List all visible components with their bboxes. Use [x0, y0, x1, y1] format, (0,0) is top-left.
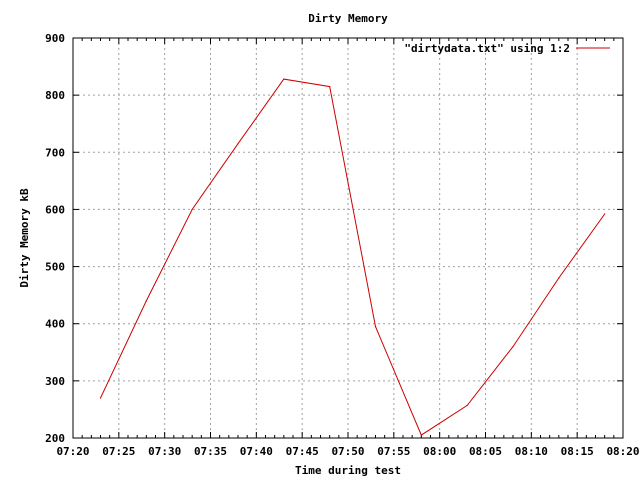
y-axis-label: Dirty Memory kB [18, 188, 31, 288]
data-point [191, 208, 193, 211]
series-layer [99, 78, 606, 436]
data-point [283, 78, 285, 80]
grid-layer [73, 38, 623, 438]
x-tick-label: 07:20 [56, 445, 89, 458]
data-point [99, 397, 102, 399]
data-point [237, 143, 239, 145]
y-tick-label: 300 [45, 375, 65, 388]
y-tick-label: 800 [45, 89, 65, 102]
legend-entry-label: "dirtydata.txt" using 1:2 [404, 42, 570, 55]
x-tick-label: 07:50 [331, 445, 364, 458]
x-tick-label: 08:00 [423, 445, 456, 458]
x-tick-label: 07:45 [286, 445, 319, 458]
x-tick-label: 07:35 [194, 445, 227, 458]
series-line [100, 78, 606, 436]
data-point [145, 300, 147, 302]
x-tick-label: 08:15 [561, 445, 594, 458]
y-tick-label: 500 [45, 261, 65, 274]
x-tick-label: 08:05 [469, 445, 502, 458]
data-point [604, 213, 606, 215]
legend: "dirtydata.txt" using 1:2 [404, 42, 610, 55]
x-tick-labels: 07:20 07:25 07:30 07:35 07:40 07:45 07:50 07:55… [56, 445, 639, 458]
x-tick-label: 08:10 [515, 445, 548, 458]
data-point [374, 325, 377, 328]
x-tick-label: 07:25 [102, 445, 135, 458]
x-tick-label: 07:30 [148, 445, 181, 458]
data-point [329, 85, 331, 88]
data-point [420, 434, 422, 436]
data-point [558, 277, 560, 279]
x-tick-label: 08:20 [606, 445, 639, 458]
x-tick-label: 07:40 [240, 445, 273, 458]
y-tick-label: 600 [45, 203, 65, 216]
data-point [466, 404, 468, 407]
tick-layer [72, 37, 624, 439]
x-axis-label: Time during test [295, 464, 401, 477]
y-tick-label: 400 [45, 318, 65, 331]
y-tick-labels: 200 300 400 500 600 700 800 900 [45, 32, 65, 445]
y-tick-label: 200 [45, 432, 65, 445]
x-tick-label: 07:55 [377, 445, 410, 458]
y-tick-label: 900 [45, 32, 65, 45]
chart-title: Dirty Memory [308, 12, 388, 25]
y-tick-label: 700 [45, 146, 65, 159]
data-point [512, 345, 514, 348]
